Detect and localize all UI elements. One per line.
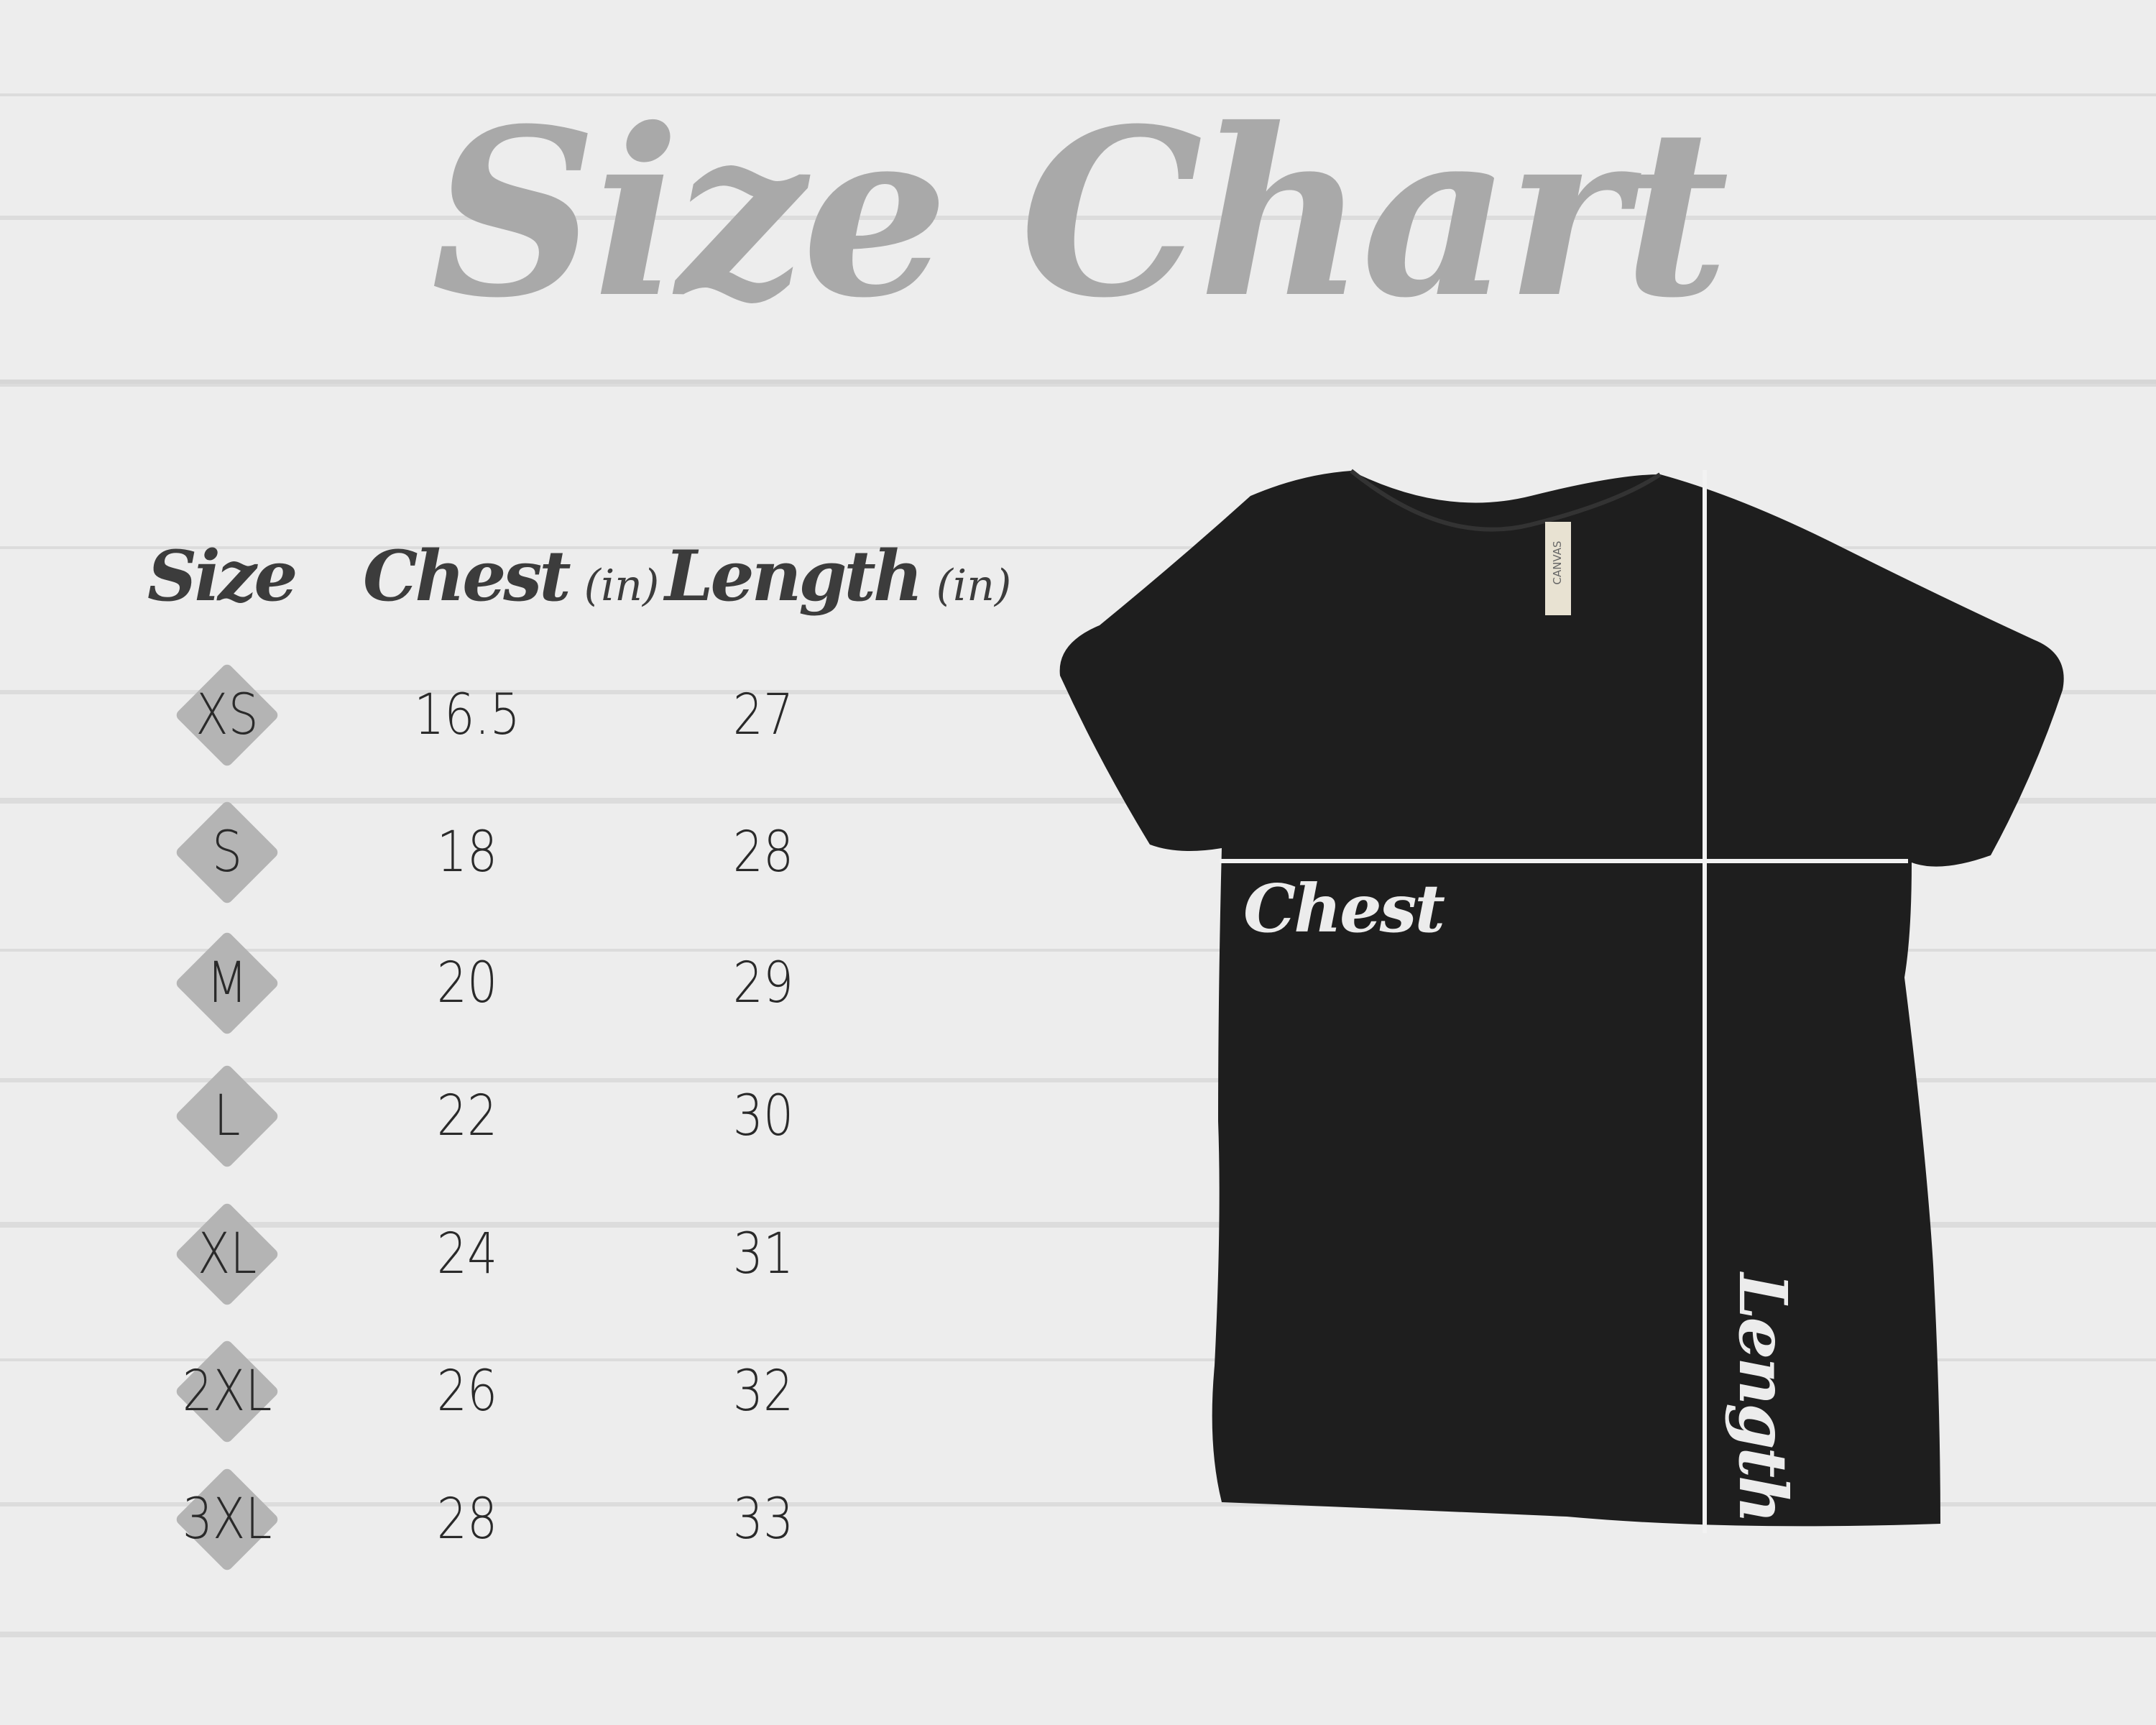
plank-seam <box>0 1502 2156 1506</box>
cell-chest: 22 <box>436 1084 498 1149</box>
cell-length: 31 <box>732 1222 794 1287</box>
plank-seam <box>0 93 2156 96</box>
header-length-unit: (in) <box>936 561 1012 611</box>
cell-size: XL <box>197 1222 257 1287</box>
cell-chest: 20 <box>436 951 498 1016</box>
plank-seam <box>0 1222 2156 1228</box>
length-label: Length <box>1723 1273 1802 1522</box>
plank-seam <box>0 949 2156 952</box>
plank-seam <box>0 1358 2156 1361</box>
header-chest-unit: (in) <box>584 561 660 611</box>
header-chest: Chest (in) <box>363 535 659 617</box>
tshirt-body <box>1059 471 2064 1527</box>
cell-size: L <box>213 1084 241 1149</box>
cell-chest: 18 <box>436 820 498 885</box>
cell-chest: 24 <box>436 1222 498 1287</box>
cell-size: XS <box>195 683 259 748</box>
cell-size: 2XL <box>182 1359 272 1424</box>
plank-seam <box>0 216 2156 220</box>
cell-length: 29 <box>732 951 794 1016</box>
plank-seam <box>0 798 2156 804</box>
header-length-label: Length <box>665 535 923 617</box>
cell-chest: 16.5 <box>414 683 520 748</box>
header-size: Size <box>147 535 298 617</box>
cell-size: 3XL <box>182 1487 272 1552</box>
cell-size: M <box>206 951 248 1016</box>
cell-length: 32 <box>732 1359 794 1424</box>
header-chest-label: Chest <box>363 535 571 617</box>
plank-seam <box>0 1078 2156 1082</box>
shirt-tag: CANVAS <box>1545 522 1571 615</box>
cell-length: 33 <box>732 1487 794 1552</box>
header-length: Length (in) <box>665 535 1011 617</box>
plank-seam <box>0 1632 2156 1637</box>
cell-chest: 26 <box>436 1359 498 1424</box>
chest-label: Chest <box>1243 870 1445 947</box>
cell-length: 30 <box>732 1084 794 1149</box>
page-title: Size Chart <box>430 79 1729 349</box>
cell-size: S <box>211 820 243 885</box>
cell-chest: 28 <box>436 1487 498 1552</box>
plank-seam <box>0 546 2156 549</box>
cell-length: 27 <box>732 683 794 748</box>
cell-length: 28 <box>732 820 794 885</box>
